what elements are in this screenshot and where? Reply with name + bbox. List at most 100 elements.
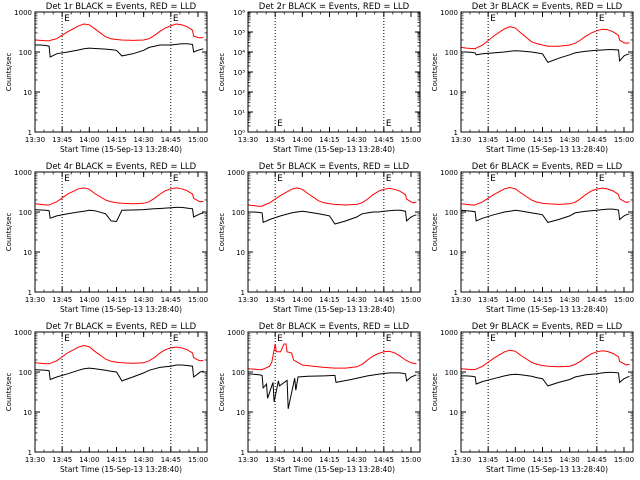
- x-tick-label: 14:30: [134, 296, 154, 304]
- event-marker-label: E: [64, 14, 70, 24]
- x-tick-label: 14:00: [505, 456, 525, 464]
- x-tick-label: 14:15: [532, 296, 552, 304]
- x-tick-label: 15:00: [188, 456, 208, 464]
- x-tick-label: 15:00: [614, 136, 634, 144]
- x-axis-label: Start Time (15-Sep-13 13:28:40): [60, 145, 182, 154]
- x-tick-label: 14:15: [106, 296, 126, 304]
- y-tick-label: 10: [449, 89, 458, 97]
- y-tick-label: 1000: [14, 169, 32, 177]
- y-tick-label: 100: [232, 209, 245, 217]
- x-axis-label: Start Time (15-Sep-13 13:28:40): [486, 145, 608, 154]
- y-tick-label: 1000: [440, 169, 458, 177]
- y-tick-label: 10²: [233, 89, 245, 97]
- plot-frame: [460, 11, 634, 133]
- lld-series-line: [460, 186, 630, 206]
- x-tick-label: 14:15: [532, 136, 552, 144]
- panel-3: Det 3r BLACK = Events, RED = LLD Counts/s…: [431, 2, 634, 154]
- event-marker-label: E: [173, 14, 179, 24]
- x-tick-label: 14:00: [292, 136, 312, 144]
- event-marker-label: E: [173, 334, 179, 344]
- lld-series-line: [460, 349, 630, 371]
- y-tick-label: 100: [445, 49, 458, 57]
- y-tick-label: 10: [23, 89, 32, 97]
- y-tick-label: 1: [28, 129, 32, 137]
- x-tick-label: 14:00: [79, 296, 99, 304]
- x-tick-label: 14:30: [560, 136, 580, 144]
- y-tick-label: 10⁴: [233, 49, 245, 57]
- panel-7: Det 7r BLACK = Events, RED = LLD Counts/s…: [5, 322, 208, 474]
- x-tick-label: 13:30: [25, 136, 45, 144]
- events-series-line: [461, 371, 630, 387]
- y-tick-label: 10³: [233, 69, 245, 77]
- y-tick-label: 1000: [440, 9, 458, 17]
- y-tick-label: 100: [19, 369, 32, 377]
- x-axis-label: Start Time (15-Sep-13 13:28:40): [60, 465, 182, 474]
- panel-title: Det 2r BLACK = Events, RED = LLD: [259, 2, 410, 12]
- y-tick-label: 1: [454, 129, 458, 137]
- lld-series-line: [247, 187, 417, 207]
- x-tick-label: 13:30: [451, 296, 471, 304]
- x-tick-label: 13:45: [52, 136, 72, 144]
- events-series-line: [34, 206, 204, 223]
- panel-9: Det 9r BLACK = Events, RED = LLD Counts/s…: [431, 322, 634, 474]
- panel-5: Det 5r BLACK = Events, RED = LLD Counts/s…: [218, 162, 421, 314]
- events-series-line: [247, 372, 417, 409]
- y-axis-label: Counts/sec: [431, 213, 439, 252]
- y-tick-label: 100: [232, 369, 245, 377]
- plot-frame: [247, 171, 421, 293]
- event-marker-label: E: [490, 334, 496, 344]
- event-marker-label: E: [173, 174, 179, 184]
- x-tick-label: 13:45: [265, 136, 285, 144]
- y-tick-label: 10⁶: [233, 9, 245, 17]
- plot-frame: [247, 11, 421, 133]
- y-tick-label: 1: [241, 449, 245, 457]
- x-tick-label: 14:15: [532, 456, 552, 464]
- event-marker-label: E: [277, 334, 283, 344]
- plot-frame: [460, 331, 634, 453]
- plot-frame: [34, 331, 208, 453]
- events-series-line: [34, 364, 204, 382]
- y-tick-label: 1: [454, 289, 458, 297]
- events-series-line: [461, 49, 630, 64]
- x-tick-label: 13:30: [238, 296, 258, 304]
- x-tick-label: 14:45: [587, 296, 607, 304]
- y-tick-label: 10¹: [233, 109, 245, 117]
- plot-frame: [460, 171, 634, 293]
- x-tick-label: 14:30: [347, 456, 367, 464]
- y-tick-label: 10: [236, 409, 245, 417]
- y-tick-label: 10: [23, 249, 32, 257]
- event-marker-label: E: [386, 334, 392, 344]
- x-tick-label: 14:30: [134, 136, 154, 144]
- panel-title: Det 8r BLACK = Events, RED = LLD: [259, 322, 410, 332]
- y-tick-label: 1000: [227, 329, 245, 337]
- y-tick-label: 1000: [440, 329, 458, 337]
- x-tick-label: 14:45: [374, 456, 394, 464]
- events-series-line: [248, 209, 417, 225]
- x-tick-label: 13:45: [478, 296, 498, 304]
- y-tick-label: 100: [19, 209, 32, 217]
- x-tick-label: 14:00: [79, 456, 99, 464]
- x-tick-label: 13:30: [451, 456, 471, 464]
- plot-frame: [247, 331, 421, 453]
- x-tick-label: 13:30: [451, 136, 471, 144]
- x-tick-label: 14:15: [319, 296, 339, 304]
- x-axis-label: Start Time (15-Sep-13 13:28:40): [486, 465, 608, 474]
- x-tick-label: 14:00: [505, 136, 525, 144]
- x-tick-label: 13:45: [478, 136, 498, 144]
- y-axis-label: Counts/sec: [5, 213, 13, 252]
- panel-1: Det 1r BLACK = Events, RED = LLD Counts/s…: [5, 2, 208, 154]
- x-tick-label: 14:45: [161, 136, 181, 144]
- plot-frame: [34, 171, 208, 293]
- y-axis-label: Counts/sec: [218, 213, 226, 252]
- panel-8: Det 8r BLACK = Events, RED = LLD Counts/s…: [218, 322, 421, 474]
- x-tick-label: 14:00: [79, 136, 99, 144]
- lld-series-line: [34, 344, 204, 365]
- event-marker-label: E: [490, 174, 496, 184]
- y-tick-label: 100: [445, 209, 458, 217]
- y-tick-label: 1: [28, 449, 32, 457]
- x-tick-label: 14:00: [292, 296, 312, 304]
- y-tick-label: 10: [23, 409, 32, 417]
- x-tick-label: 14:15: [319, 456, 339, 464]
- y-tick-label: 10⁵: [233, 29, 245, 37]
